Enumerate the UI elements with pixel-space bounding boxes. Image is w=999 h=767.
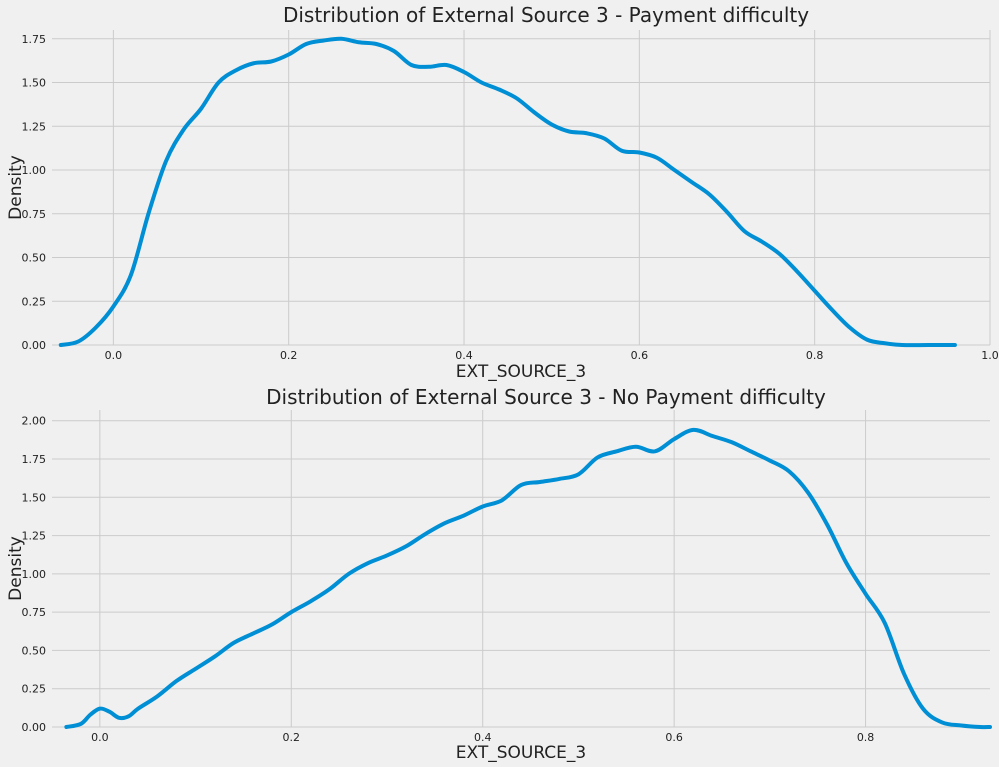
x-tick-label: 0.8 (806, 349, 824, 362)
grid (52, 30, 991, 346)
x-tick-label: 0.2 (283, 731, 301, 744)
x-tick-label: 0.6 (665, 731, 683, 744)
y-tick-label: 0.75 (22, 208, 47, 221)
y-axis-label: Density (6, 155, 26, 220)
y-tick-label: 0.25 (22, 683, 47, 696)
x-tick-label: 0.0 (91, 731, 109, 744)
chart-title: Distribution of External Source 3 - No P… (266, 385, 826, 409)
x-tick-label: 0.8 (857, 731, 875, 744)
chart-no-payment-difficulty: Distribution of External Source 3 - No P… (6, 385, 992, 763)
y-tick-label: 1.25 (22, 120, 47, 133)
y-tick-label: 1.25 (22, 530, 47, 543)
y-tick-label: 0.75 (22, 606, 47, 619)
y-tick-label: 1.75 (22, 453, 47, 466)
y-tick-label: 2.00 (22, 415, 47, 428)
x-tick-label: 0.2 (280, 349, 298, 362)
x-tick-label: 1.0 (981, 349, 999, 362)
y-tick-label: 1.50 (22, 77, 47, 90)
x-tick-label: 0.0 (105, 349, 123, 362)
density-line (58, 36, 957, 348)
y-tick-label: 1.75 (22, 33, 47, 46)
y-tick-label: 1.00 (22, 568, 47, 581)
chart-title: Distribution of External Source 3 - Paym… (283, 3, 809, 27)
chart-payment-difficulty: Distribution of External Source 3 - Paym… (6, 3, 999, 382)
y-tick-label: 0.50 (22, 644, 47, 657)
y-tick-label: 1.50 (22, 491, 47, 504)
y-tick-label: 1.00 (22, 164, 47, 177)
x-axis-label: EXT_SOURCE_3 (456, 743, 586, 763)
y-tick-label: 0.50 (22, 252, 47, 265)
x-tick-label: 0.4 (455, 349, 473, 362)
grid (52, 410, 990, 728)
y-tick-label: 0.00 (22, 721, 47, 734)
y-axis-label: Density (6, 536, 26, 601)
x-axis-label: EXT_SOURCE_3 (456, 362, 586, 382)
y-tick-label: 0.00 (22, 339, 47, 352)
density-line (64, 427, 992, 730)
y-tick-label: 0.25 (22, 295, 47, 308)
x-tick-label: 0.6 (631, 349, 649, 362)
x-tick-label: 0.4 (474, 731, 492, 744)
